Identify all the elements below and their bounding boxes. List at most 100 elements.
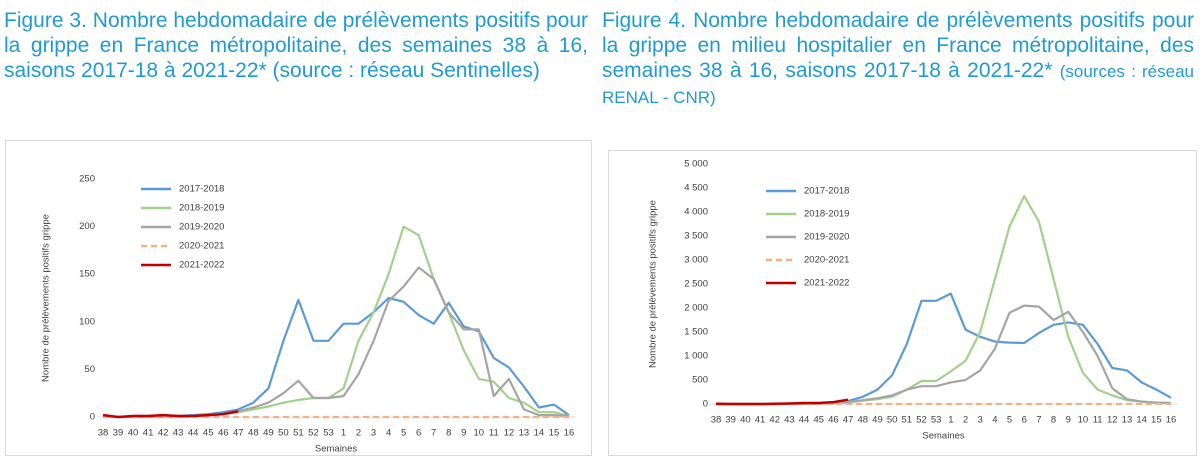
x-tick-label: 16 xyxy=(1166,415,1177,426)
y-tick-label: 1 500 xyxy=(684,327,708,338)
y-tick-label: 2 000 xyxy=(684,303,708,314)
x-tick-label: 44 xyxy=(188,428,199,439)
x-tick-label: 6 xyxy=(1022,415,1027,426)
title-source: (sources : réseau RENAL - CNR) xyxy=(602,62,1195,107)
x-tick-label: 49 xyxy=(872,415,883,426)
y-tick-label: 3 000 xyxy=(684,255,708,266)
y-tick-label: 500 xyxy=(692,375,708,386)
x-tick-label: 15 xyxy=(549,428,560,439)
figure-title: Figure 4. Nombre hebdomadaire de prélève… xyxy=(602,8,1194,110)
legend-label: 2019-2020 xyxy=(804,232,849,243)
title-text: Figure 4. Nombre hebdomadaire de prélève… xyxy=(602,9,1194,82)
y-tick-label: 3 500 xyxy=(684,231,708,242)
x-tick-label: 46 xyxy=(218,428,229,439)
y-tick-label: 2 500 xyxy=(684,279,708,290)
legend-label: 2017-2018 xyxy=(179,184,224,195)
x-axis-label: Semaines xyxy=(922,431,964,442)
y-tick-label: 1 000 xyxy=(684,351,708,362)
x-tick-label: 7 xyxy=(1036,415,1041,426)
x-tick-label: 51 xyxy=(293,428,304,439)
series-line xyxy=(716,195,1172,406)
legend-label: 2020-2021 xyxy=(804,255,849,266)
x-tick-label: 5 xyxy=(401,428,406,439)
x-tick-label: 4 xyxy=(386,428,391,439)
x-tick-label: 38 xyxy=(711,415,722,426)
x-tick-label: 43 xyxy=(173,428,184,439)
x-tick-label: 7 xyxy=(431,428,436,439)
y-tick-label: 4 000 xyxy=(684,207,708,218)
x-tick-label: 10 xyxy=(474,428,485,439)
legend-label: 2018-2019 xyxy=(179,203,224,214)
y-tick-label: 50 xyxy=(84,364,95,375)
x-tick-label: 48 xyxy=(857,415,868,426)
legend-label: 2019-2020 xyxy=(179,222,224,233)
x-tick-label: 9 xyxy=(1066,415,1071,426)
x-tick-label: 2 xyxy=(963,415,968,426)
x-tick-label: 8 xyxy=(1051,415,1056,426)
x-tick-label: 12 xyxy=(1107,415,1118,426)
x-tick-label: 47 xyxy=(233,428,244,439)
x-tick-label: 12 xyxy=(504,428,515,439)
x-tick-label: 41 xyxy=(755,415,766,426)
series-line xyxy=(102,410,239,419)
x-tick-label: 9 xyxy=(461,428,466,439)
legend-label: 2021-2022 xyxy=(179,260,224,271)
x-tick-label: 41 xyxy=(143,428,154,439)
x-tick-label: 49 xyxy=(263,428,274,439)
legend-label: 2021-2022 xyxy=(804,278,849,289)
y-tick-label: 0 xyxy=(90,412,95,423)
y-tick-label: 0 xyxy=(703,399,708,410)
x-tick-label: 11 xyxy=(489,428,499,439)
legend-label: 2018-2019 xyxy=(804,209,849,220)
x-tick-label: 14 xyxy=(1136,415,1147,426)
x-tick-label: 53 xyxy=(931,415,942,426)
x-tick-label: 11 xyxy=(1093,415,1103,426)
x-tick-label: 39 xyxy=(113,428,124,439)
x-tick-label: 38 xyxy=(98,428,109,439)
series-line xyxy=(716,292,1172,406)
x-tick-label: 43 xyxy=(784,415,795,426)
x-tick-label: 1 xyxy=(341,428,346,439)
series-line xyxy=(102,296,570,419)
x-tick-label: 40 xyxy=(740,415,751,426)
x-tick-label: 2 xyxy=(356,428,361,439)
x-tick-label: 53 xyxy=(323,428,334,439)
x-tick-label: 46 xyxy=(828,415,839,426)
y-tick-label: 100 xyxy=(79,316,95,327)
x-tick-label: 14 xyxy=(534,428,545,439)
x-tick-label: 39 xyxy=(725,415,736,426)
series-line xyxy=(102,266,570,419)
y-axis-label: Nombre de prélèvements positifs grippe xyxy=(648,200,659,368)
y-tick-label: 4 500 xyxy=(684,183,708,194)
y-tick-label: 5 000 xyxy=(684,159,708,170)
x-tick-label: 5 xyxy=(1007,415,1012,426)
x-tick-label: 13 xyxy=(519,428,530,439)
x-tick-label: 13 xyxy=(1122,415,1133,426)
x-tick-label: 45 xyxy=(813,415,824,426)
legend-label: 2017-2018 xyxy=(804,186,849,197)
x-tick-label: 40 xyxy=(128,428,139,439)
x-tick-label: 15 xyxy=(1151,415,1162,426)
x-tick-label: 6 xyxy=(416,428,421,439)
y-tick-label: 250 xyxy=(79,174,95,185)
x-tick-label: 44 xyxy=(799,415,810,426)
x-tick-label: 42 xyxy=(158,428,169,439)
x-tick-label: 10 xyxy=(1078,415,1089,426)
series-line xyxy=(716,304,1172,406)
figure-title: Figure 3. Nombre hebdomadaire de prélève… xyxy=(4,9,588,82)
y-axis-label: Nombre de prélèvements positifs grippe xyxy=(41,214,52,382)
x-tick-label: 3 xyxy=(978,415,983,426)
x-tick-label: 16 xyxy=(564,428,575,439)
x-tick-label: 3 xyxy=(371,428,376,439)
x-tick-label: 48 xyxy=(248,428,259,439)
y-tick-label: 200 xyxy=(79,221,95,232)
y-tick-label: 150 xyxy=(79,269,95,280)
x-tick-label: 50 xyxy=(887,415,898,426)
series-line xyxy=(715,398,849,406)
x-tick-label: 42 xyxy=(769,415,780,426)
x-tick-label: 1 xyxy=(948,415,953,426)
x-tick-label: 50 xyxy=(278,428,289,439)
x-axis-label: Semaines xyxy=(315,444,357,455)
